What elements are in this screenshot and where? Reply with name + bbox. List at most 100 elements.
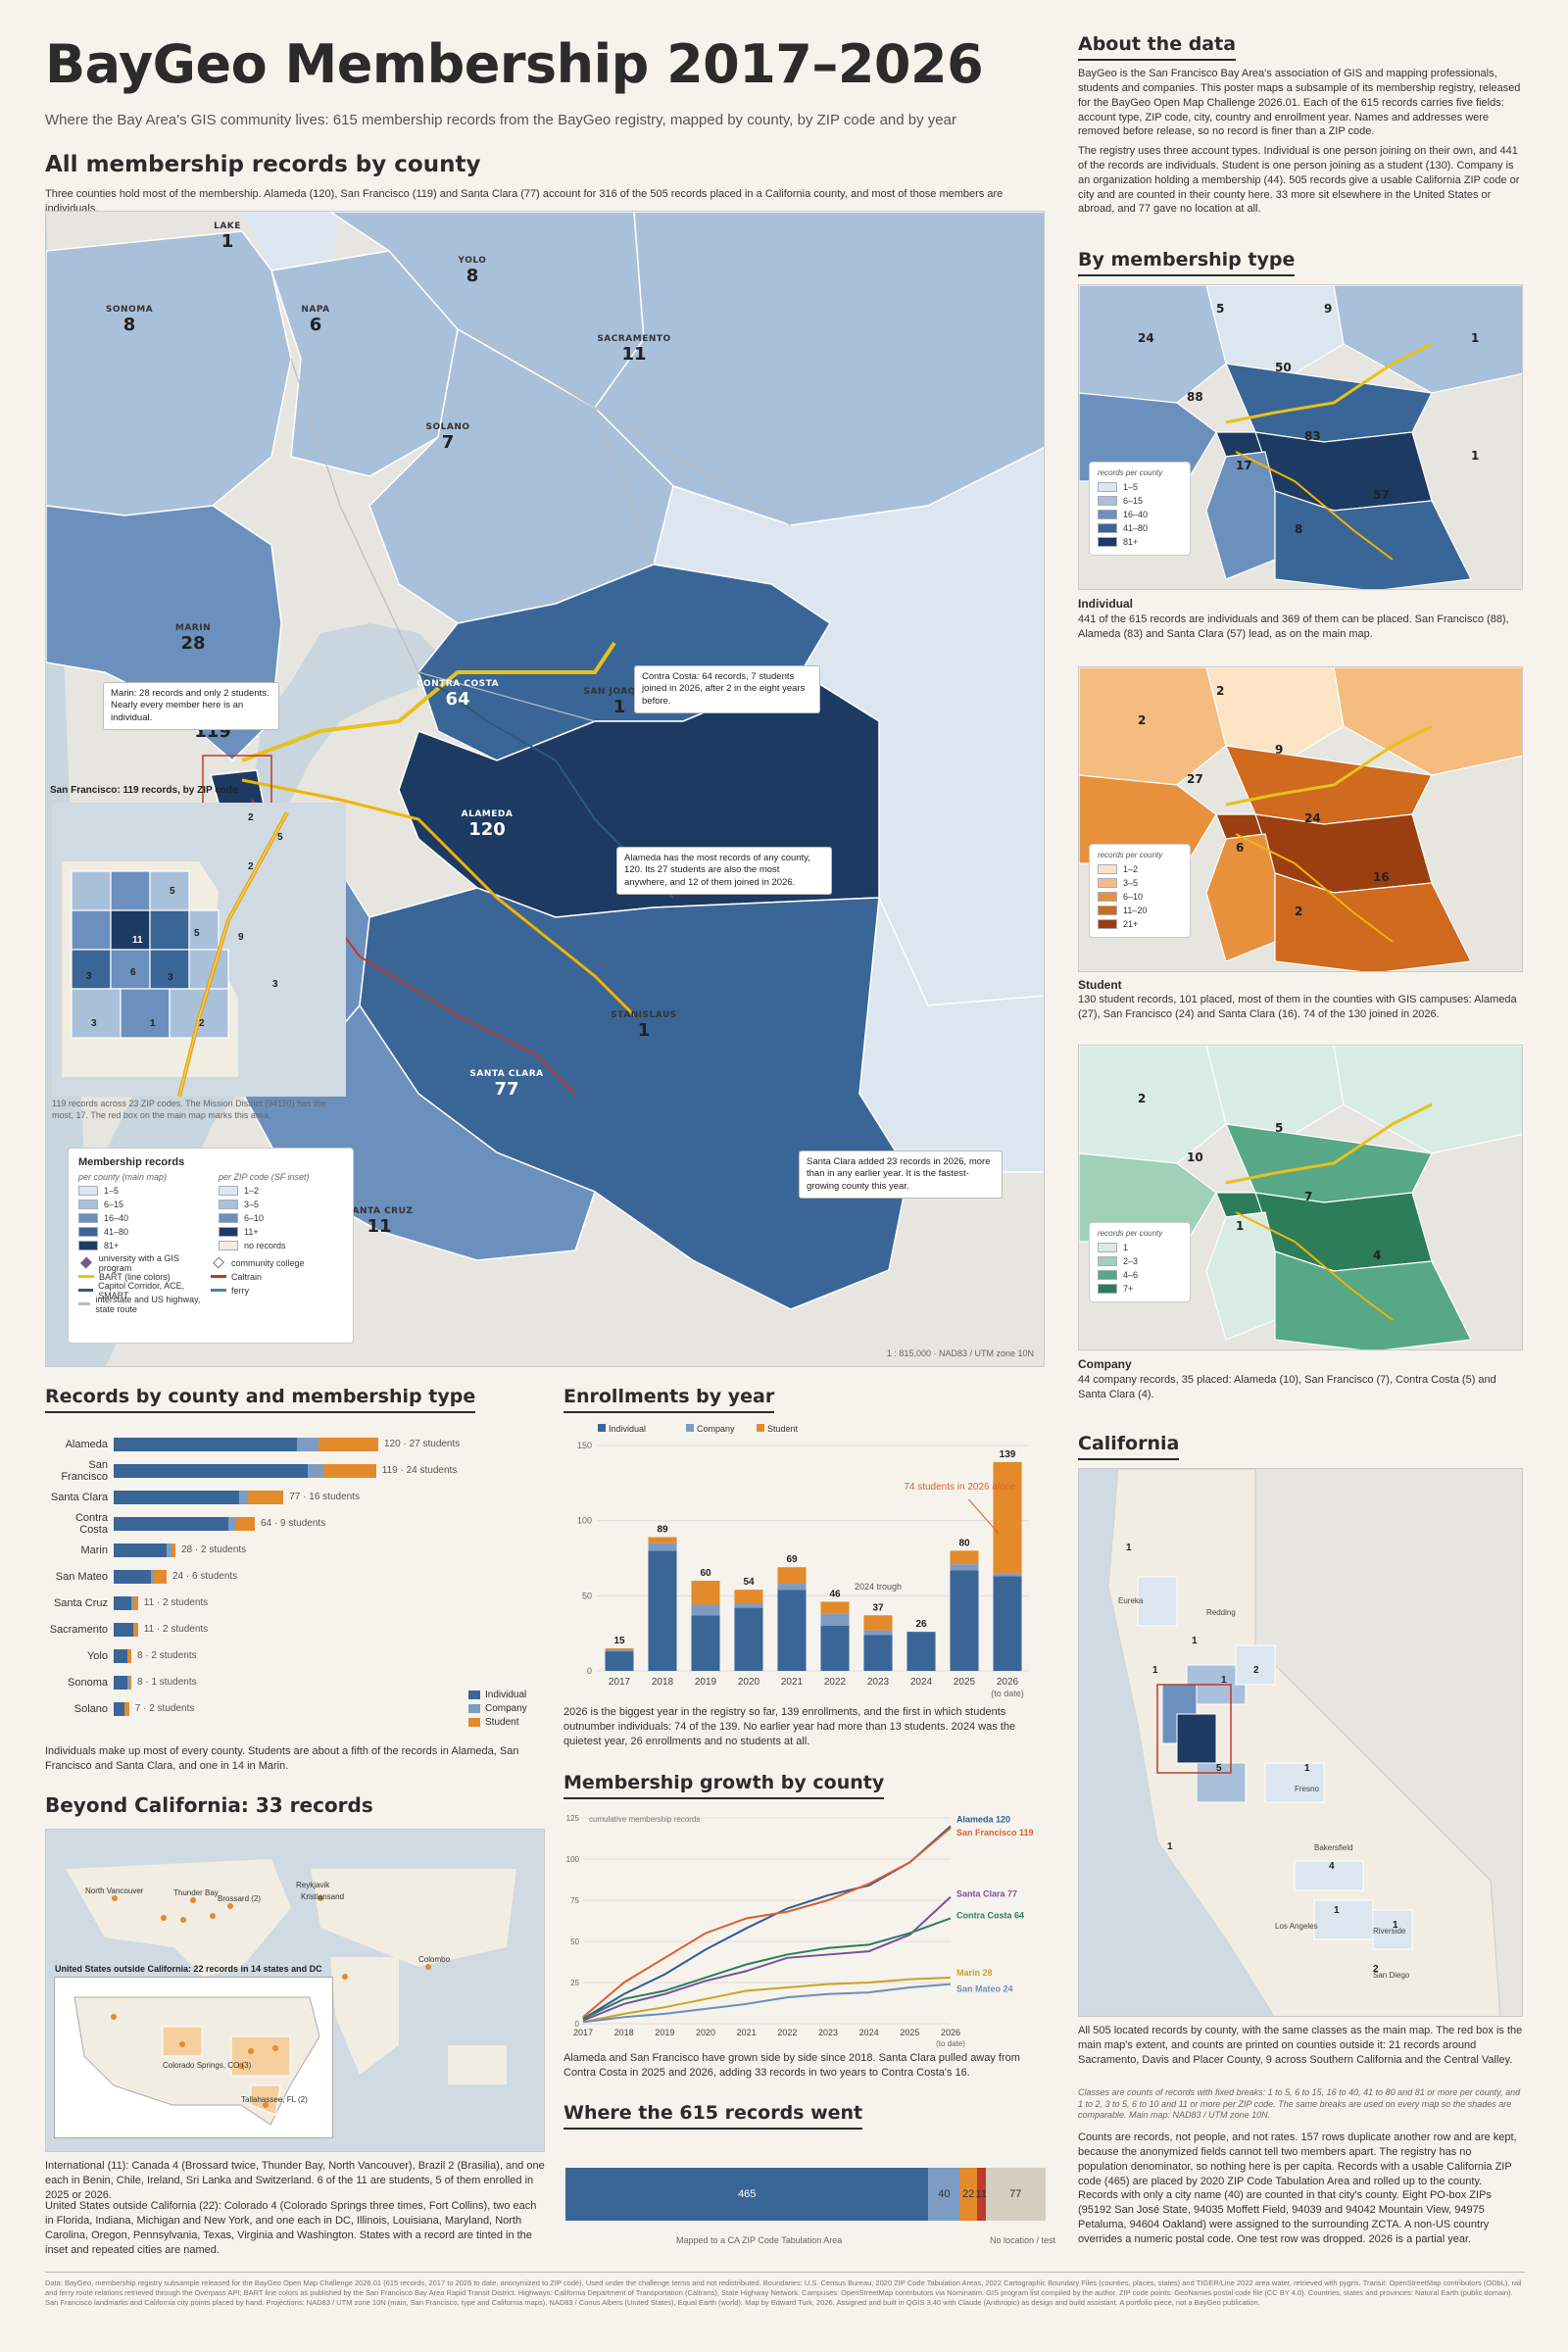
california-city: Riverside: [1373, 1927, 1406, 1936]
student-legend: records per county 1–2 3–5 6–10 11–20 21+: [1089, 844, 1191, 938]
year-total-label: 60: [700, 1568, 711, 1579]
type-map-count: 9: [1275, 743, 1283, 757]
where-heading: Where the 615 records went: [564, 2102, 863, 2130]
world-map[interactable]: North Vancouver Thunder Bay Brossard (2) Re…: [45, 1829, 545, 2152]
california-city: Fresno: [1295, 1785, 1319, 1793]
y-tick-label: 150: [577, 1441, 592, 1450]
type-map-count: 7: [1304, 1190, 1312, 1203]
year-total-label: 89: [657, 1525, 668, 1536]
california-heading: California: [1078, 1433, 1180, 1460]
main-map[interactable]: LAKE 1 YOLO 8 SONOMA 8 NAPA 6 SACRAMENTO 11 SOLANO…: [45, 211, 1045, 1367]
zip-count: 6: [130, 967, 136, 978]
zip-count: 2: [248, 812, 254, 823]
y-tick-label: 25: [570, 1979, 579, 1987]
legend-swatch: [78, 1226, 98, 1237]
legend-swatch: [468, 1717, 480, 1727]
bar-segment: [114, 1437, 297, 1451]
legend-class-label: 1: [1123, 1243, 1129, 1252]
california-count: 1: [1393, 1920, 1398, 1931]
legend-row: 16–40: [78, 1211, 203, 1225]
growth-line: [582, 1895, 952, 2022]
x-tick-label: 2022: [777, 2028, 797, 2037]
bar-category-label: Alameda: [65, 1438, 108, 1450]
year-bar-segment: [906, 1632, 936, 1671]
main-map-heading: All membership records by county: [45, 152, 481, 177]
year-bar-segment: [993, 1461, 1022, 1574]
legend-swatch: [78, 1185, 98, 1196]
legend-swatch: [1098, 1243, 1117, 1252]
sf-inset-map[interactable]: 2 5 2 5 11 5 9 6 3 3 3 1 2 3: [52, 803, 346, 1098]
x-tick-label: 2025: [900, 2028, 919, 2037]
bar-segment: [167, 1543, 172, 1557]
legend-label: Company: [485, 1702, 527, 1714]
county-shape: [1205, 667, 1345, 757]
year-bar-segment: [734, 1590, 763, 1603]
y-tick-label: 0: [587, 1666, 592, 1676]
bar-row: Sacramento 11 · 2 students: [45, 1616, 555, 1642]
bar-row: San Francisco 119 · 24 students: [45, 1457, 555, 1484]
legend-class-label: 11+: [244, 1226, 259, 1237]
legend-class-label: 6–10: [1123, 892, 1144, 902]
legend-row: 1–5: [1098, 480, 1182, 494]
where-bar-segment: 77: [985, 2168, 1046, 2221]
year-bar-segment: [863, 1635, 893, 1671]
company-label: Company: [1078, 1357, 1132, 1371]
type-map-count: 1: [1236, 1219, 1244, 1233]
company-text: 44 company records, 35 placed: Alameda (…: [1078, 1374, 1496, 1400]
individual-map[interactable]: 24 50 88 83 17 57 8 5 9 1 1 records per county 1–5 6–…: [1078, 284, 1523, 590]
california-map[interactable]: 1 1 1 2 1 5 1 1 4 1 1 2 Eureka Redding Fresno Bakersfie…: [1078, 1468, 1523, 2017]
y-tick-label: 50: [582, 1591, 592, 1600]
us-place-label: Colorado Springs, CO (3): [163, 2061, 252, 2070]
y-tick-label: 100: [566, 1855, 580, 1864]
county-shape: [1079, 774, 1217, 864]
bar-segment: [128, 1675, 131, 1690]
county-shape: [1079, 667, 1227, 786]
county-label: NAPA 6: [267, 305, 365, 335]
about-heading: About the data: [1078, 33, 1237, 61]
legend-class-label: 16–40: [104, 1212, 129, 1223]
county-shape: [1333, 667, 1522, 776]
bar-segment: [114, 1648, 127, 1663]
growth-caption: Alameda and San Francisco have grown sid…: [564, 2052, 1020, 2079]
type-map-count: 27: [1187, 772, 1203, 786]
california-count: 1: [1192, 1636, 1198, 1646]
year-total-label: 37: [872, 1602, 884, 1613]
legend-row: 1: [1098, 1241, 1182, 1254]
student-map-svg: 2 9 27 24 6 16 2 2: [1079, 667, 1522, 971]
world-place-label: Brossard (2): [218, 1894, 262, 1903]
y-tick-label: 75: [570, 1896, 579, 1905]
bar-segment: [114, 1675, 127, 1690]
footer-credits: Data: BayGeo, membership registry subsam…: [45, 2278, 1522, 2308]
type-map-count: 5: [1275, 1121, 1283, 1135]
legend-swatch: [468, 1703, 480, 1713]
bar-category-label: Santa Clara: [50, 1491, 108, 1503]
bar-value-label: 11 · 2 students: [143, 1624, 209, 1635]
bar-value-label: 119 · 24 students: [381, 1465, 458, 1476]
world-place-label: Colombo: [418, 1955, 451, 1964]
x-tick-label: 2017: [609, 1677, 631, 1688]
growth-line: [582, 1917, 952, 2020]
year-total-label: 15: [613, 1636, 625, 1646]
contra-costa-annotation: Contra Costa: 64 records, 7 students joi…: [634, 665, 820, 714]
where-bar-segment: 40: [928, 2168, 960, 2221]
company-map[interactable]: 2 5 10 7 1 4 records per county 1 2–3 4–6 7+: [1078, 1045, 1523, 1350]
bar-segment: [126, 1675, 129, 1690]
legend-swatch: [1098, 919, 1117, 929]
year-bar-segment: [605, 1651, 634, 1671]
bar-segment: [131, 1595, 134, 1610]
legend-label: Student: [767, 1424, 799, 1434]
legend-row: 3–5: [219, 1198, 343, 1211]
california-city: Eureka: [1118, 1596, 1144, 1605]
growth-line: [582, 1976, 952, 2024]
type-map-count: 4: [1373, 1249, 1381, 1262]
bar-chart-heading: Records by county and membership type: [45, 1386, 476, 1413]
legend-class-label: 81+: [1123, 537, 1139, 547]
county-count: 8: [466, 266, 479, 286]
bar-value-label: 11 · 2 students: [143, 1597, 209, 1608]
legend-symbol-label: Capitol Corridor, ACE, SMART: [98, 1280, 185, 1300]
growth-line: [582, 1983, 952, 2024]
county-count: 1: [637, 1020, 651, 1041]
legend-row: 1–2: [219, 1184, 343, 1198]
student-map[interactable]: 2 9 27 24 6 16 2 2 records per county 1–2 3–5 6–10 1…: [1078, 666, 1523, 972]
legend-swatch: [757, 1424, 764, 1432]
